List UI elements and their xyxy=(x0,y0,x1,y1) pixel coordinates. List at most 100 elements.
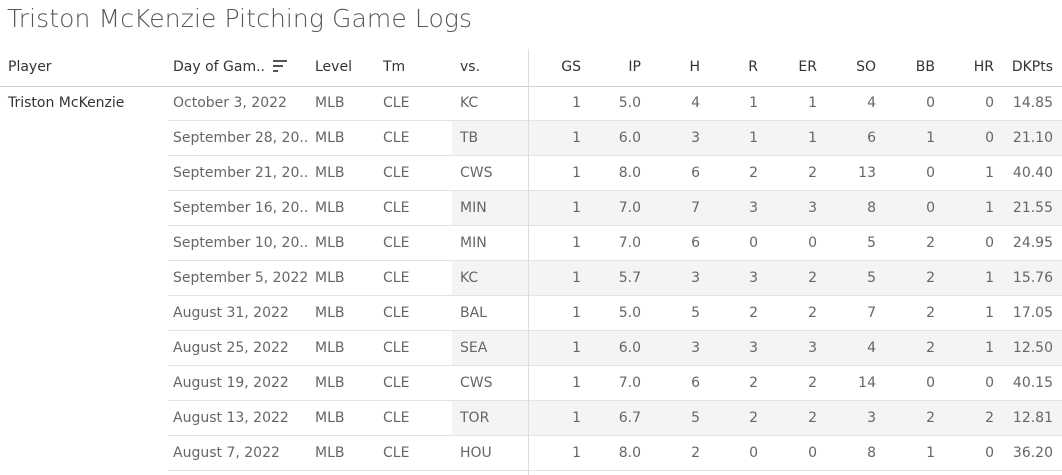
cell-hr: 1 xyxy=(985,165,994,181)
cell-ip: 8.0 xyxy=(618,165,641,181)
table-header: Player Day of Gam.. Level Tm vs. GS IP H… xyxy=(0,49,1062,87)
table-row[interactable]: August 7, 2022 MLB CLE HOU 1 8.0 2 0 0 8 1 0 36.20 xyxy=(0,436,1062,471)
cell-bb: 1 xyxy=(926,445,935,461)
cell-er: 0 xyxy=(808,235,817,251)
player-name: Triston McKenzie xyxy=(8,95,125,111)
cell-level: MLB xyxy=(315,340,345,356)
cell-so: 5 xyxy=(867,270,876,286)
table-row[interactable]: August 31, 2022 MLB CLE BAL 1 5.0 5 2 2 7 2 1 17.05 xyxy=(0,296,1062,331)
header-level[interactable]: Level xyxy=(315,59,352,75)
cell-tm: CLE xyxy=(383,410,410,426)
cell-gs: 1 xyxy=(572,375,581,391)
cell-ip: 8.0 xyxy=(618,445,641,461)
table-row[interactable]: August 13, 2022 MLB CLE TOR 1 6.7 5 2 2 3 2 2 12.81 xyxy=(0,401,1062,436)
cell-level: MLB xyxy=(315,95,345,111)
table-row[interactable]: September 10, 20.. MLB CLE MIN 1 7.0 6 0 0 5 2 0 24.… xyxy=(0,226,1062,261)
row-shading xyxy=(452,121,1062,156)
cell-dkpts: 40.40 xyxy=(1012,165,1053,181)
cell-gs: 1 xyxy=(572,235,581,251)
cell-so: 6 xyxy=(867,130,876,146)
cell-er: 0 xyxy=(808,445,817,461)
row-divider xyxy=(168,260,1062,261)
table-row[interactable]: September 28, 20.. MLB CLE TB 1 6.0 3 1 1 6 1 0 21.1… xyxy=(0,121,1062,156)
header-ip[interactable]: IP xyxy=(628,59,641,75)
cell-dkpts: 14.85 xyxy=(1012,95,1053,111)
header-r[interactable]: R xyxy=(748,59,758,75)
cell-dkpts: 12.81 xyxy=(1012,410,1053,426)
cell-bb: 0 xyxy=(926,375,935,391)
cell-tm: CLE xyxy=(383,235,410,251)
header-player[interactable]: Player xyxy=(8,59,52,75)
cell-so: 8 xyxy=(867,445,876,461)
cell-date: August 7, 2022 xyxy=(173,445,280,461)
cell-vs: CWS xyxy=(460,375,493,391)
cell-level: MLB xyxy=(315,270,345,286)
table-row[interactable]: August 25, 2022 MLB CLE SEA 1 6.0 3 3 3 4 2 1 12.50 xyxy=(0,331,1062,366)
cell-vs: MIN xyxy=(460,235,487,251)
cell-vs: TOR xyxy=(460,410,490,426)
cell-er: 3 xyxy=(808,340,817,356)
header-dkpts[interactable]: DKPts xyxy=(1011,59,1053,75)
row-shading xyxy=(452,261,1062,296)
cell-r: 2 xyxy=(749,375,758,391)
table-row[interactable]: September 16, 20.. MLB CLE MIN 1 7.0 7 3 3 8 0 1 21.… xyxy=(0,191,1062,226)
sort-descending-icon[interactable] xyxy=(273,59,287,73)
cell-vs: TB xyxy=(460,130,479,146)
cell-ip: 5.0 xyxy=(618,95,641,111)
cell-dkpts: 21.10 xyxy=(1012,130,1053,146)
cell-bb: 2 xyxy=(926,235,935,251)
cell-vs: HOU xyxy=(460,445,492,461)
cell-er: 2 xyxy=(808,270,817,286)
cell-gs: 1 xyxy=(572,270,581,286)
cell-bb: 2 xyxy=(926,340,935,356)
header-day-of-game[interactable]: Day of Gam.. xyxy=(173,59,266,75)
row-divider xyxy=(168,295,1062,296)
cell-h: 2 xyxy=(691,445,700,461)
cell-level: MLB xyxy=(315,235,345,251)
row-divider xyxy=(168,190,1062,191)
cell-h: 5 xyxy=(691,410,700,426)
cell-bb: 0 xyxy=(926,165,935,181)
header-vs[interactable]: vs. xyxy=(460,59,481,75)
cell-level: MLB xyxy=(315,410,345,426)
cell-er: 2 xyxy=(808,410,817,426)
cell-bb: 0 xyxy=(926,95,935,111)
cell-h: 3 xyxy=(691,340,700,356)
header-hr[interactable]: HR xyxy=(973,59,994,75)
cell-r: 1 xyxy=(749,130,758,146)
cell-r: 0 xyxy=(749,445,758,461)
header-tm[interactable]: Tm xyxy=(383,59,406,75)
cell-vs: CWS xyxy=(460,165,493,181)
cell-ip: 7.0 xyxy=(618,375,641,391)
table-row[interactable]: September 21, 20.. MLB CLE CWS 1 8.0 6 2 2 13 0 1 40… xyxy=(0,156,1062,191)
cell-h: 6 xyxy=(691,375,700,391)
cell-so: 4 xyxy=(867,95,876,111)
cell-so: 8 xyxy=(867,200,876,216)
cell-tm: CLE xyxy=(383,375,410,391)
header-bb[interactable]: BB xyxy=(915,59,935,75)
cell-dkpts: 40.15 xyxy=(1012,375,1053,391)
cell-h: 7 xyxy=(691,200,700,216)
table-row[interactable]: October 3, 2022 MLB CLE KC 1 5.0 4 1 1 4 0 0 14.85 xyxy=(0,86,1062,121)
cell-bb: 2 xyxy=(926,410,935,426)
cell-h: 4 xyxy=(691,95,700,111)
row-divider xyxy=(168,155,1062,156)
header-gs[interactable]: GS xyxy=(561,59,581,75)
cell-bb: 1 xyxy=(926,130,935,146)
table-row[interactable]: September 5, 2022 MLB CLE KC 1 5.7 3 3 2 5 2 1 15.76 xyxy=(0,261,1062,296)
header-er[interactable]: ER xyxy=(798,59,817,75)
row-shading xyxy=(452,401,1062,436)
cell-level: MLB xyxy=(315,445,345,461)
header-h[interactable]: H xyxy=(689,59,700,75)
cell-r: 2 xyxy=(749,305,758,321)
cell-tm: CLE xyxy=(383,95,410,111)
cell-tm: CLE xyxy=(383,270,410,286)
cell-hr: 0 xyxy=(985,375,994,391)
cell-bb: 0 xyxy=(926,200,935,216)
cell-dkpts: 12.50 xyxy=(1012,340,1053,356)
cell-r: 1 xyxy=(749,95,758,111)
table-row[interactable]: August 19, 2022 MLB CLE CWS 1 7.0 6 2 2 14 0 0 40.15 xyxy=(0,366,1062,401)
header-so[interactable]: SO xyxy=(856,59,876,75)
cell-ip: 7.0 xyxy=(618,235,641,251)
cell-h: 6 xyxy=(691,235,700,251)
